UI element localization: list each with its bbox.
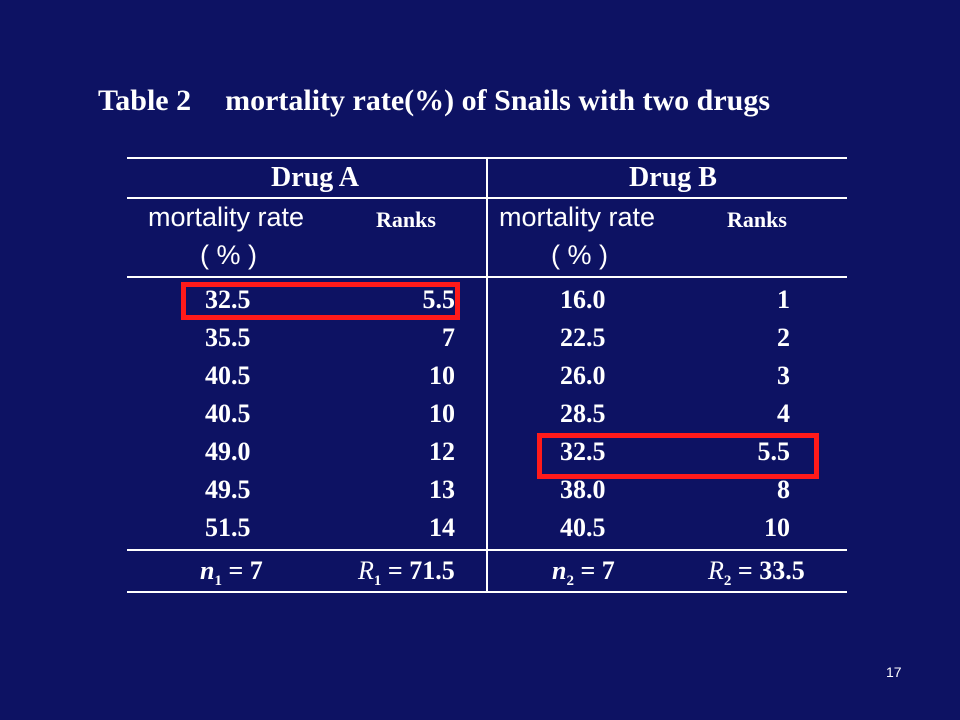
group-header-drug-a: Drug A <box>271 162 359 193</box>
cell-a-rate: 49.0 <box>205 437 251 466</box>
col-header-b-ranks: Ranks <box>727 207 787 232</box>
cell-a-rate: 49.5 <box>205 475 251 504</box>
cell-b-rank: 8 <box>777 475 790 504</box>
cell-b-rank: 10 <box>764 513 790 542</box>
summary-r2: R2 = 33.5 <box>708 556 805 590</box>
cell-a-rank: 12 <box>429 437 455 466</box>
cell-a-rate: 40.5 <box>205 399 251 428</box>
n2-symbol: n <box>552 556 567 585</box>
col-header-a-rate: mortality rate <box>148 202 305 232</box>
column-group-divider <box>486 157 488 593</box>
table-label: Table 2 <box>98 84 192 117</box>
summary-n1: n1 = 7 <box>200 556 263 590</box>
table-title: Table 2 mortality rate(%) of Snails with … <box>98 84 770 118</box>
n1-symbol: n <box>200 556 215 585</box>
cell-a-rank: 5.5 <box>422 285 456 314</box>
summary-r1: R1 = 71.5 <box>358 556 455 590</box>
r1-value: = 71.5 <box>387 556 455 585</box>
cell-a-rank: 14 <box>429 513 455 542</box>
cell-b-rate: 28.5 <box>560 399 606 428</box>
cell-b-rank: 1 <box>777 285 790 314</box>
cell-b-rank: 4 <box>777 399 790 428</box>
col-header-b-rate: mortality rate <box>499 202 656 232</box>
cell-a-rank: 10 <box>429 399 455 428</box>
group-header-drug-b: Drug B <box>629 162 717 193</box>
col-header-b-unit: ( % ) <box>551 240 608 270</box>
r1-symbol: R <box>358 556 374 585</box>
cell-b-rank: 2 <box>777 323 790 352</box>
cell-a-rate: 40.5 <box>205 361 251 390</box>
n1-value: = 7 <box>228 556 263 585</box>
cell-b-rate: 38.0 <box>560 475 606 504</box>
n2-value: = 7 <box>580 556 615 585</box>
cell-a-rank: 13 <box>429 475 455 504</box>
r2-subscript: 2 <box>723 573 732 590</box>
page-number: 17 <box>886 664 902 680</box>
r2-value: = 33.5 <box>737 556 805 585</box>
summary-n2: n2 = 7 <box>552 556 615 590</box>
cell-a-rate: 35.5 <box>205 323 251 352</box>
r1-subscript: 1 <box>373 573 382 590</box>
table-caption: mortality rate(%) of Snails with two dru… <box>225 84 771 117</box>
cell-a-rank: 7 <box>442 323 455 352</box>
cell-b-rate: 16.0 <box>560 285 606 314</box>
col-header-a-unit: ( % ) <box>200 240 257 270</box>
highlight-box-drug-a <box>181 282 460 320</box>
cell-a-rank: 10 <box>429 361 455 390</box>
cell-b-rate: 32.5 <box>560 437 606 466</box>
cell-b-rank: 5.5 <box>757 437 791 466</box>
cell-b-rank: 3 <box>777 361 790 390</box>
cell-b-rate: 22.5 <box>560 323 606 352</box>
r2-symbol: R <box>708 556 724 585</box>
n1-subscript: 1 <box>214 573 222 590</box>
n2-subscript: 2 <box>566 573 574 590</box>
col-header-a-ranks: Ranks <box>376 207 436 232</box>
highlight-box-drug-b <box>537 433 819 479</box>
cell-a-rate: 32.5 <box>205 285 251 314</box>
cell-a-rate: 51.5 <box>205 513 251 542</box>
cell-b-rate: 40.5 <box>560 513 606 542</box>
cell-b-rate: 26.0 <box>560 361 606 390</box>
